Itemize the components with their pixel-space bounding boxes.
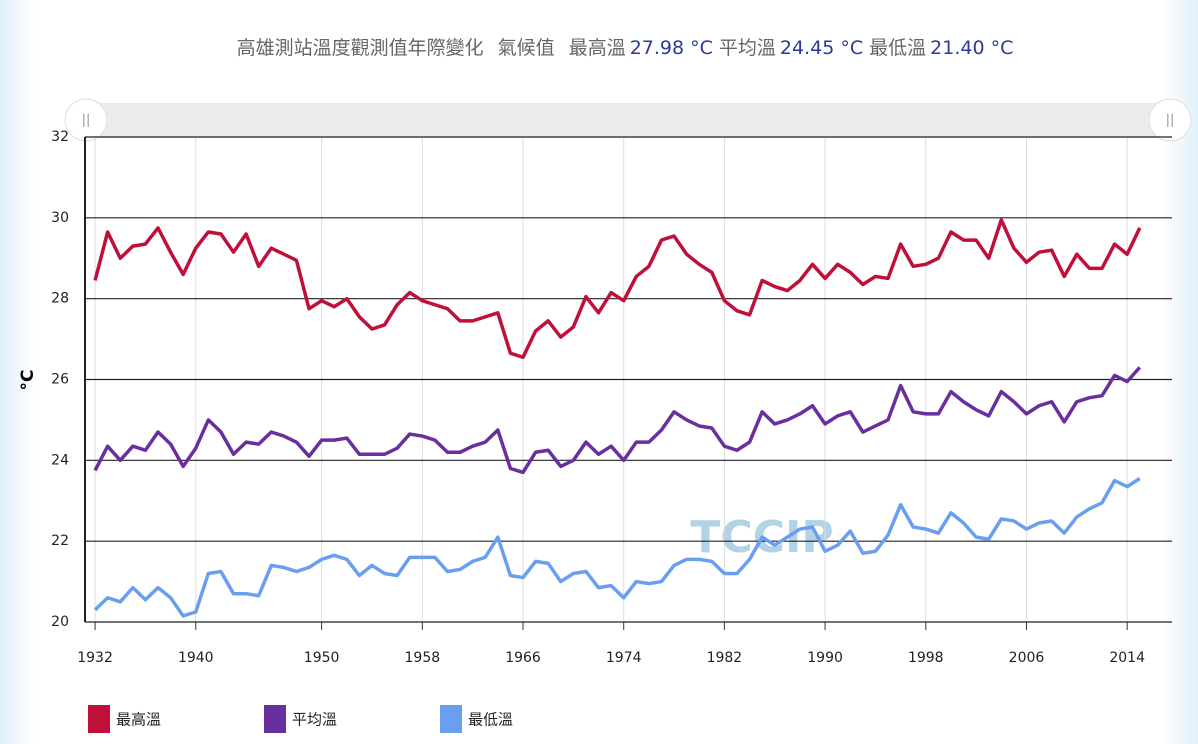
x-tick-label: 1998: [908, 650, 944, 666]
x-tick-label: 1950: [304, 650, 340, 666]
y-tick-label: 20: [51, 614, 69, 630]
legend-swatch: [88, 705, 110, 733]
title-part: 21.40 °C: [930, 37, 1013, 59]
y-tick-label: 30: [51, 210, 69, 226]
handle-grip: ||: [1166, 113, 1175, 128]
title-part: 最低溫: [869, 37, 926, 59]
legend-label: 平均溫: [292, 711, 337, 729]
series-line: [93, 366, 1142, 475]
y-tick-label: 26: [51, 372, 69, 388]
x-tick-label: 1974: [606, 650, 642, 666]
title-part: 最高溫: [569, 37, 626, 59]
y-axis-label: °C: [18, 370, 38, 391]
handle-grip: ||: [82, 113, 91, 128]
slider-handle[interactable]: [1148, 98, 1192, 142]
x-tick-label: 1966: [505, 650, 541, 666]
series-line: [93, 218, 1142, 360]
legend-swatch: [440, 705, 462, 733]
y-tick-label: 24: [51, 452, 69, 468]
title-part: 24.45 °C: [780, 37, 863, 59]
title-part: 高雄測站溫度觀測值年際變化: [237, 37, 484, 59]
x-tick-label: 1990: [807, 650, 843, 666]
legend-swatch: [264, 705, 286, 733]
y-tick-label: 22: [51, 533, 69, 549]
series-line: [93, 477, 1141, 618]
title-part: 平均溫: [719, 37, 776, 59]
x-tick-label: 1940: [178, 650, 214, 666]
range-slider[interactable]: [85, 103, 1172, 138]
x-tick-label: 1982: [707, 650, 743, 666]
y-tick-label: 28: [51, 291, 69, 307]
title-part: 27.98 °C: [630, 37, 713, 59]
x-tick-label: 2006: [1009, 650, 1045, 666]
legend-label: 最高溫: [116, 711, 161, 729]
y-tick-label: 32: [51, 129, 69, 145]
x-tick-label: 1958: [405, 650, 441, 666]
title-part: 氣候值: [498, 37, 555, 59]
x-tick-label: 2014: [1109, 650, 1145, 666]
legend-label: 最低溫: [468, 711, 513, 729]
title-line: 高雄測站溫度觀測值年際變化 氣候值 最高溫 27.98 °C 平均溫 24.45 °C 最低…: [237, 37, 1014, 59]
x-tick-label: 1932: [77, 650, 113, 666]
